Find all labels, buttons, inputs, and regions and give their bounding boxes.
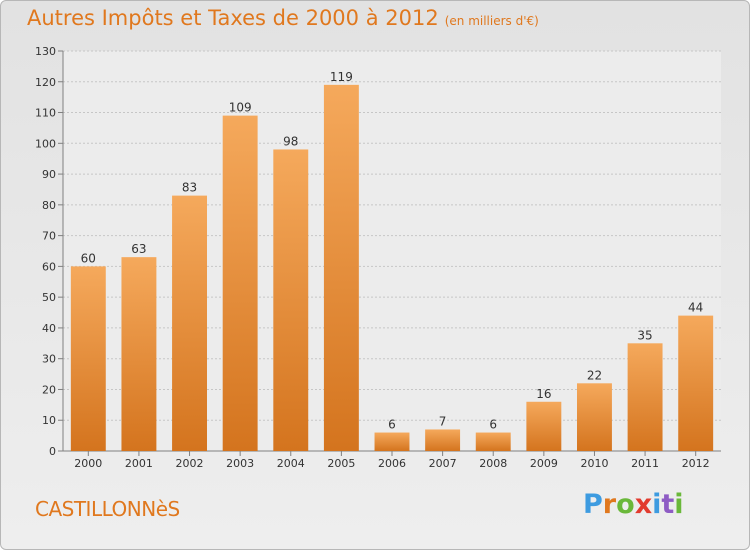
data-label: 22	[587, 368, 602, 382]
data-label: 6	[388, 418, 396, 432]
plot-background	[63, 51, 721, 451]
y-tick-label: 50	[42, 291, 56, 304]
bar	[475, 432, 511, 451]
bar	[374, 432, 410, 451]
bar	[172, 195, 208, 451]
y-tick-label: 100	[35, 137, 56, 150]
x-tick-label: 2002	[176, 457, 204, 470]
x-tick-label: 2009	[530, 457, 558, 470]
y-tick-label: 130	[35, 45, 56, 58]
x-tick-label: 2003	[226, 457, 254, 470]
y-tick-label: 30	[42, 353, 56, 366]
y-tick-label: 90	[42, 168, 56, 181]
data-label: 7	[439, 414, 447, 428]
data-label: 6	[489, 418, 497, 432]
bar	[627, 343, 663, 451]
y-tick-label: 70	[42, 230, 56, 243]
bar	[273, 149, 309, 451]
y-tick-label: 60	[42, 260, 56, 273]
chart-title-text: Autres Impôts et Taxes de 2000 à 2012	[27, 6, 439, 30]
data-label: 44	[688, 301, 703, 315]
bar	[425, 429, 461, 451]
logo-letter: i	[652, 489, 662, 520]
y-tick-label: 20	[42, 383, 56, 396]
data-label: 60	[81, 251, 96, 265]
logo-letter: x	[634, 489, 653, 520]
data-label: 35	[637, 328, 652, 342]
chart-title: Autres Impôts et Taxes de 2000 à 2012 (en…	[27, 6, 539, 30]
x-tick-label: 2005	[327, 457, 355, 470]
bar	[70, 266, 106, 451]
x-tick-label: 2011	[631, 457, 659, 470]
data-label: 119	[330, 70, 353, 84]
y-tick-label: 110	[35, 107, 56, 120]
data-label: 109	[229, 101, 252, 115]
data-label: 98	[283, 134, 298, 148]
y-tick-label: 0	[49, 445, 56, 458]
proxiti-logo[interactable]: Proxiti	[583, 489, 684, 520]
logo-letter: i	[674, 489, 684, 520]
x-tick-label: 2001	[125, 457, 153, 470]
plot-area: 0 10 20 30 40 50 60 70 80 90 100 110 120 130 60 2000 63 2…	[35, 45, 721, 470]
bar	[222, 115, 258, 451]
chart-unit: (en milliers d'€)	[444, 14, 539, 28]
y-tick-label: 10	[42, 414, 56, 427]
bar	[576, 383, 612, 451]
x-tick-label: 2007	[429, 457, 457, 470]
logo-letter: t	[661, 489, 675, 520]
x-tick-label: 2008	[479, 457, 507, 470]
logo-letter: r	[602, 489, 617, 520]
bar	[121, 257, 157, 451]
x-tick-label: 2000	[74, 457, 102, 470]
x-tick-label: 2012	[682, 457, 710, 470]
logo-letter: P	[583, 489, 603, 520]
y-tick-label: 120	[35, 76, 56, 89]
x-tick-label: 2004	[277, 457, 305, 470]
bar	[678, 315, 714, 451]
bar	[526, 401, 562, 451]
commune-name: CASTILLONNèS	[35, 497, 180, 521]
x-tick-label: 2010	[580, 457, 608, 470]
x-tick-label: 2006	[378, 457, 406, 470]
data-label: 63	[131, 242, 146, 256]
bar	[323, 84, 359, 451]
y-tick-label: 80	[42, 199, 56, 212]
logo-letter: o	[616, 489, 635, 520]
y-tick-label: 40	[42, 322, 56, 335]
data-label: 83	[182, 181, 197, 195]
data-label: 16	[536, 387, 551, 401]
